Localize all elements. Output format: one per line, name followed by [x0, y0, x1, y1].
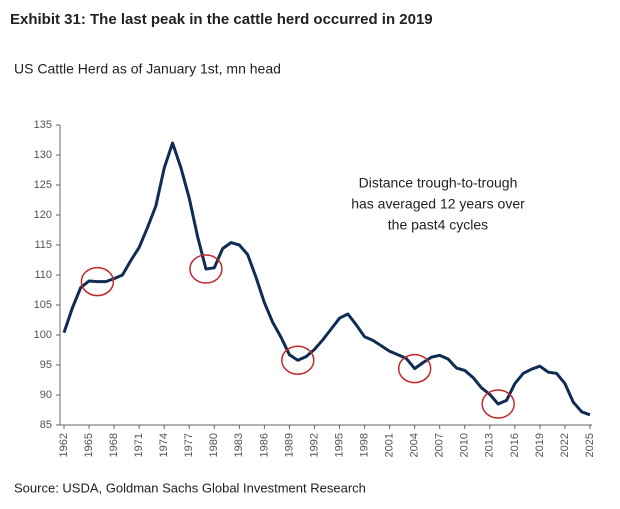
- x-tick-label: 2013: [484, 433, 496, 457]
- x-tick-label: 1962: [58, 433, 70, 457]
- trough-marker: [481, 389, 515, 419]
- y-tick-label: 125: [34, 179, 52, 191]
- x-tick-label: 2004: [409, 433, 421, 457]
- y-tick-label: 120: [34, 209, 52, 221]
- trough-marker: [397, 353, 432, 384]
- annotation: the past4 cycles: [388, 217, 488, 233]
- trough-marker: [281, 345, 315, 375]
- annotation: has averaged 12 years over: [351, 196, 525, 212]
- trough-marker: [80, 266, 115, 297]
- x-tick-label: 1971: [133, 433, 145, 457]
- y-tick-label: 100: [34, 329, 52, 341]
- annotation: Distance trough-to-trough: [359, 175, 518, 191]
- y-tick-label: 135: [34, 119, 52, 131]
- y-tick-label: 110: [34, 269, 52, 281]
- data-line: [62, 141, 591, 417]
- y-tick-label: 105: [34, 299, 52, 311]
- x-tick-label: 1992: [308, 433, 320, 457]
- x-tick-label: 1965: [83, 433, 95, 457]
- y-tick-label: 85: [40, 419, 52, 431]
- y-tick-label: 90: [40, 389, 52, 401]
- y-tick-label: 95: [40, 359, 52, 371]
- source-note: Source: USDA, Goldman Sachs Global Inves…: [14, 480, 366, 495]
- x-tick-label: 2025: [584, 433, 596, 457]
- x-tick-label: 1980: [208, 433, 220, 457]
- x-tick-label: 1989: [283, 433, 295, 457]
- x-tick-label: 2022: [559, 433, 571, 457]
- x-tick-label: 2016: [509, 433, 521, 457]
- y-tick-label: 115: [34, 239, 52, 251]
- chart-title: Exhibit 31: The last peak in the cattle …: [10, 11, 433, 28]
- x-tick-label: 2001: [384, 433, 396, 457]
- x-tick-label: 1968: [108, 433, 120, 457]
- y-tick-label: 130: [34, 149, 52, 161]
- x-tick-label: 2010: [459, 433, 471, 457]
- x-tick-label: 1983: [233, 433, 245, 457]
- x-tick-label: 2007: [434, 433, 446, 457]
- x-tick-label: 1977: [183, 433, 195, 457]
- trough-marker: [189, 254, 223, 284]
- x-tick-label: 1974: [158, 433, 170, 457]
- x-tick-label: 1998: [358, 433, 370, 457]
- x-tick-label: 2019: [534, 433, 546, 457]
- chart-subtitle: US Cattle Herd as of January 1st, mn hea…: [14, 61, 281, 77]
- x-tick-label: 1995: [333, 433, 345, 457]
- x-tick-label: 1986: [258, 433, 270, 457]
